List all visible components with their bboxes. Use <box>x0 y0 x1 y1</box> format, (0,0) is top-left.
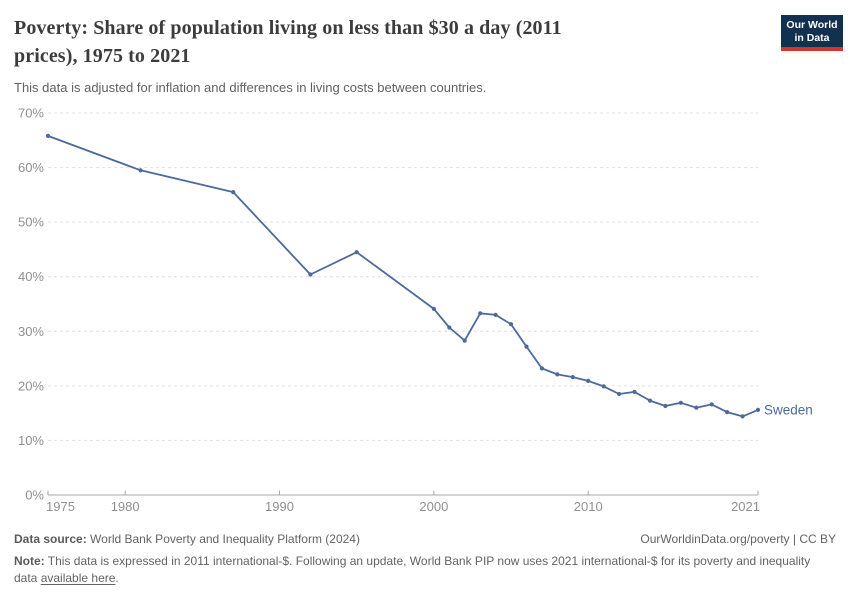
y-tick-label-50: 50% <box>18 215 44 230</box>
page-title-line1: Poverty: Share of population living on l… <box>14 17 562 39</box>
credit-link[interactable]: OurWorldinData.org/poverty | CC BY <box>640 532 836 546</box>
data-point-sweden-2008 <box>555 372 560 377</box>
owid-logo-red-bar <box>781 47 843 51</box>
data-point-sweden-2004 <box>493 312 498 317</box>
data-point-sweden-1992 <box>308 272 313 277</box>
data-source-line: Data source: World Bank Poverty and Ineq… <box>14 531 360 548</box>
y-tick-label-20: 20% <box>18 378 44 393</box>
data-source-text: World Bank Poverty and Inequality Platfo… <box>90 532 360 546</box>
chart-footer: Data source: World Bank Poverty and Ineq… <box>14 531 836 587</box>
y-tick-label-0: 0% <box>25 488 44 503</box>
data-point-sweden-2012 <box>617 391 622 397</box>
series-end-label-sweden: Sweden <box>764 402 813 417</box>
note-text: This data is expressed in 2011 internati… <box>14 554 811 585</box>
data-point-sweden-2006 <box>524 344 529 349</box>
owid-logo-line1: Our World <box>786 19 838 31</box>
data-point-sweden-2001 <box>447 325 452 330</box>
page-title: Poverty: Share of population living on l… <box>14 14 836 70</box>
series-line-sweden <box>47 134 759 418</box>
data-point-sweden-1975 <box>45 133 51 138</box>
chart-header: Poverty: Share of population living on l… <box>14 14 843 95</box>
owid-logo-line2: in Data <box>794 31 830 44</box>
note-suffix: . <box>115 571 119 585</box>
data-point-sweden-2009 <box>570 375 575 380</box>
x-tick-label-2021: 2021 <box>731 499 760 514</box>
y-tick-label-30: 30% <box>18 324 44 339</box>
data-point-sweden-2017 <box>694 405 699 410</box>
y-tick-label-40: 40% <box>18 269 44 284</box>
data-point-sweden-2016 <box>678 400 683 405</box>
y-tick-label-10: 10% <box>18 433 44 448</box>
available-here-link[interactable]: available here <box>40 571 116 585</box>
data-point-sweden-2013 <box>632 389 637 394</box>
x-tick-label-2000: 2000 <box>419 499 448 514</box>
owid-logo[interactable]: Our World in Data <box>781 15 843 51</box>
data-point-sweden-2011 <box>601 384 606 389</box>
y-tick-label-70: 70% <box>18 106 44 121</box>
data-point-sweden-2019 <box>725 410 730 415</box>
data-point-sweden-2002 <box>462 338 467 343</box>
data-point-sweden-2010 <box>586 378 591 383</box>
data-point-sweden-2014 <box>647 398 653 403</box>
data-point-sweden-2015 <box>663 403 668 409</box>
chart-subtitle: This data is adjusted for inflation and … <box>14 80 487 95</box>
page-title-line2: prices), 1975 to 2021 <box>14 45 191 67</box>
data-point-sweden-1995 <box>354 250 359 255</box>
data-point-sweden-2018 <box>709 402 714 407</box>
data-point-sweden-1981 <box>138 168 143 173</box>
note-label: Note: <box>14 554 45 568</box>
data-point-sweden-2007 <box>539 366 545 371</box>
y-tick-label-60: 60% <box>18 160 44 175</box>
data-point-sweden-2020 <box>740 414 745 419</box>
data-point-sweden-1987 <box>231 190 236 195</box>
x-tick-label-2010: 2010 <box>574 499 603 514</box>
owid-logo-box: Our World in Data <box>781 15 843 47</box>
data-point-sweden-2000 <box>431 306 436 311</box>
data-point-sweden-2003 <box>478 311 483 316</box>
data-point-sweden-2005 <box>508 322 514 327</box>
data-source-label: Data source: <box>14 532 87 546</box>
x-tick-label-1975: 1975 <box>46 499 75 514</box>
x-tick-label-1990: 1990 <box>265 499 294 514</box>
data-point-sweden-2021 <box>755 407 761 412</box>
note-line: Note: This data is expressed in 2011 int… <box>14 553 836 587</box>
x-tick-label-1980: 1980 <box>111 499 140 514</box>
